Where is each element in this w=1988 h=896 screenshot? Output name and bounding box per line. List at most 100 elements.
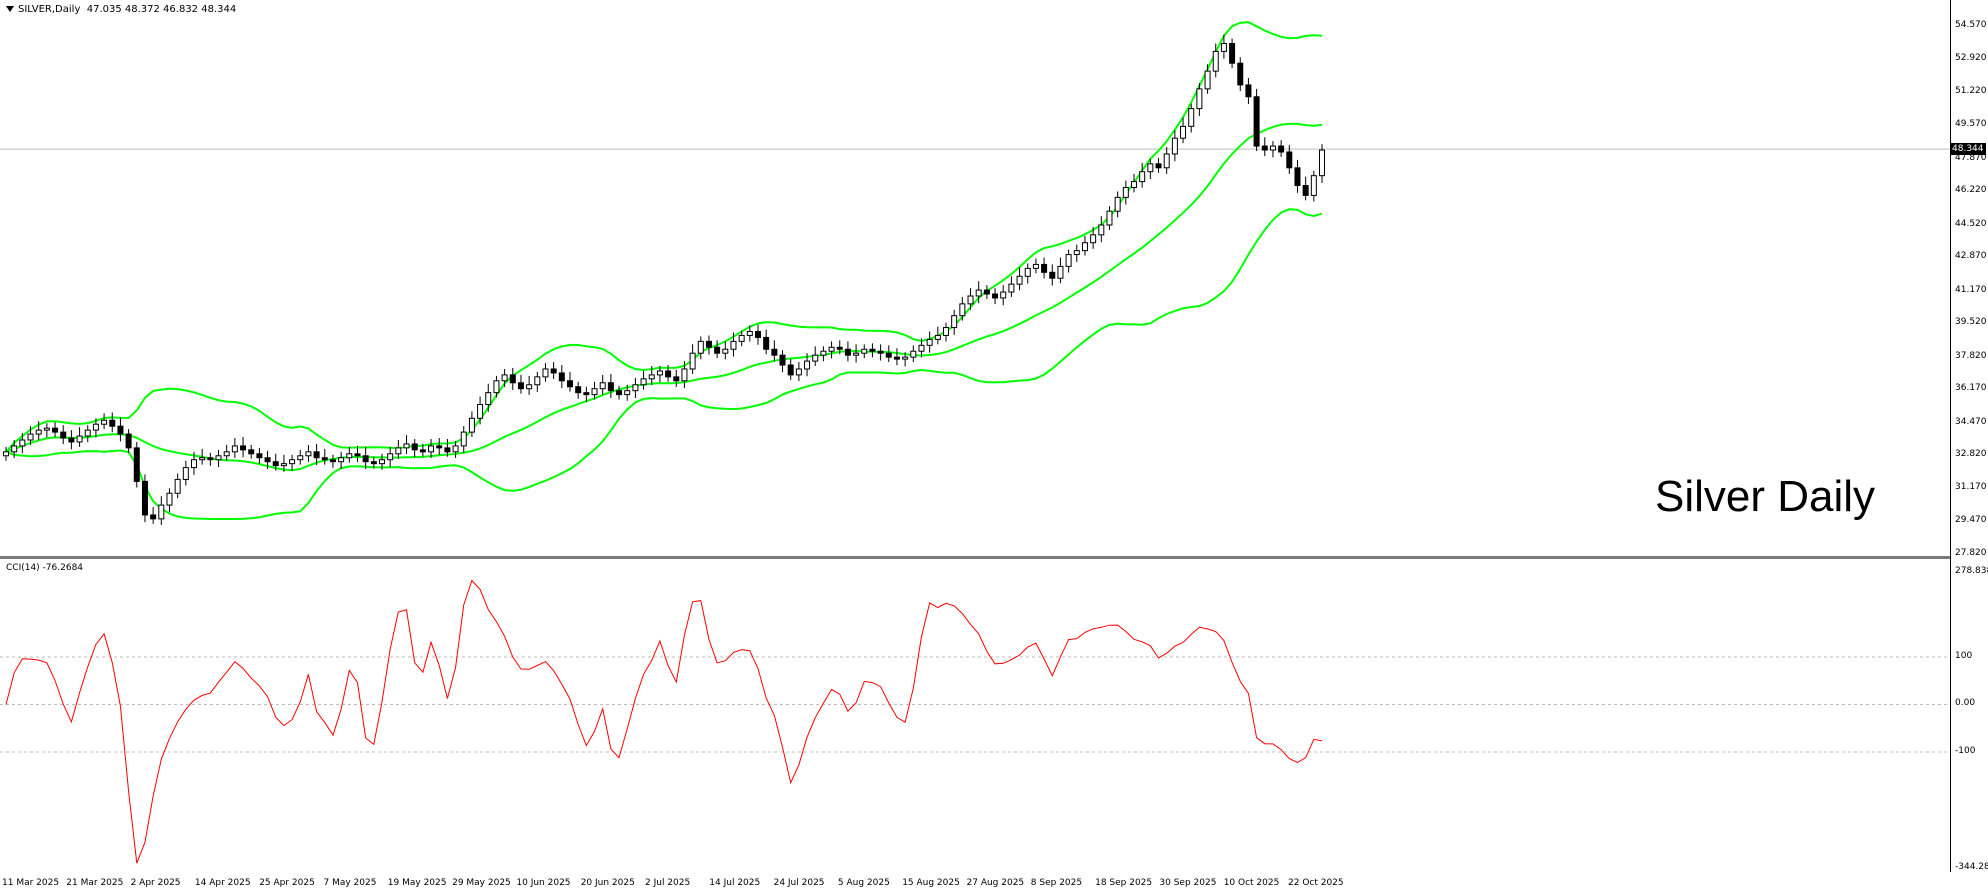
date-tick-label: 18 Sep 2025 [1095,878,1153,888]
date-tick-label: 8 Sep 2025 [1030,878,1083,888]
candle [1180,117,1187,144]
candle-body [43,427,50,431]
candle [1139,162,1146,188]
candle [861,344,868,359]
candle [43,423,50,438]
candle [280,454,287,472]
pane-separator[interactable] [0,556,1950,559]
candle-body [550,368,557,374]
candle-body [321,457,328,461]
candle-body [1253,96,1260,147]
candle [926,331,933,353]
candle [673,369,680,387]
candle-body [836,346,843,350]
candle [526,375,533,395]
candle-body [926,338,933,346]
symbol-label: SILVER,Daily [18,4,81,15]
cci-tick-label: 100 [1955,650,1973,661]
price-scale[interactable]: 54.570 52.920 51.220 49.570 47.870 46.220 44.5… [1950,0,1988,872]
candle-body [264,457,271,463]
candle-body [975,289,982,297]
bollinger-upper-band [5,21,1323,453]
candle [738,330,745,347]
candle-body [1196,88,1203,110]
candle-body [141,480,148,516]
candle [1220,34,1227,59]
candle [575,381,582,399]
candle-body [444,447,451,453]
candle [305,444,312,462]
candle-body [452,445,459,453]
candle [534,371,541,393]
candle [795,362,802,382]
candle-body [992,293,999,299]
candle [477,396,484,425]
candle-body [379,459,385,465]
candle [975,281,982,304]
chart-watermark: Silver Daily [1655,472,1876,521]
candle-body [468,417,475,433]
candle-body [19,439,26,447]
candle-body [804,360,811,370]
candle-body [1106,210,1113,226]
collapse-triangle-icon[interactable] [6,6,14,12]
candle-body [558,372,565,382]
candle-body [223,451,230,457]
candle [60,425,67,445]
candle [697,336,704,360]
candle-body [763,336,770,350]
candle-body [395,447,402,455]
candle-body [1245,84,1252,98]
time-axis[interactable]: 11 Mar 2025 21 Mar 2025 2 Apr 2025 14 Apr 2… [0,872,1950,896]
date-tick-label: 24 Jul 2025 [773,878,825,888]
candle [812,346,819,367]
candle-body [1081,242,1088,252]
price-tick-label: 41.170 [1955,284,1987,295]
cci-indicator-pane[interactable] [0,560,1950,870]
candle-body [1237,62,1244,86]
candle-body [387,453,394,461]
candle [1155,157,1162,173]
candle [517,374,524,394]
candle [272,453,279,471]
candle [648,366,655,385]
candle [632,377,639,398]
candle [844,341,851,362]
candle-body [346,453,353,459]
candle [1294,159,1301,193]
candle-body [1180,125,1187,139]
candle-body [795,368,802,376]
candle-body [84,429,91,437]
candle [1008,276,1015,297]
candle [1212,43,1219,78]
candle-body [1008,283,1015,293]
bollinger-lower-band [5,208,1323,520]
candle [297,449,304,465]
date-tick-label: 10 Oct 2025 [1223,878,1280,888]
ohlc-values: 47.035 48.372 46.832 48.344 [86,4,237,15]
candle-body [844,348,851,356]
candle-body [1188,108,1195,127]
symbol-header: SILVER,Daily 47.035 48.372 46.832 48.344 [6,4,236,15]
price-tick-label: 34.470 [1955,416,1987,427]
candle-body [828,346,835,352]
candle [452,440,459,458]
date-tick-label: 5 Aug 2025 [837,878,890,888]
candle-body [158,504,165,520]
candle [836,340,843,355]
candle [141,474,148,523]
candle-body [68,437,75,443]
candle [1286,145,1293,174]
candle [804,353,811,377]
candle-body [910,350,917,358]
candle [763,329,770,355]
candle-body [1212,50,1219,72]
candle [223,444,230,461]
date-tick-label: 27 Aug 2025 [966,878,1025,888]
date-tick-label: 14 Apr 2025 [194,878,251,888]
candle [1081,235,1088,256]
candle [199,448,206,465]
candle-body [477,403,484,419]
candle [289,454,296,471]
candle-body [493,380,500,394]
